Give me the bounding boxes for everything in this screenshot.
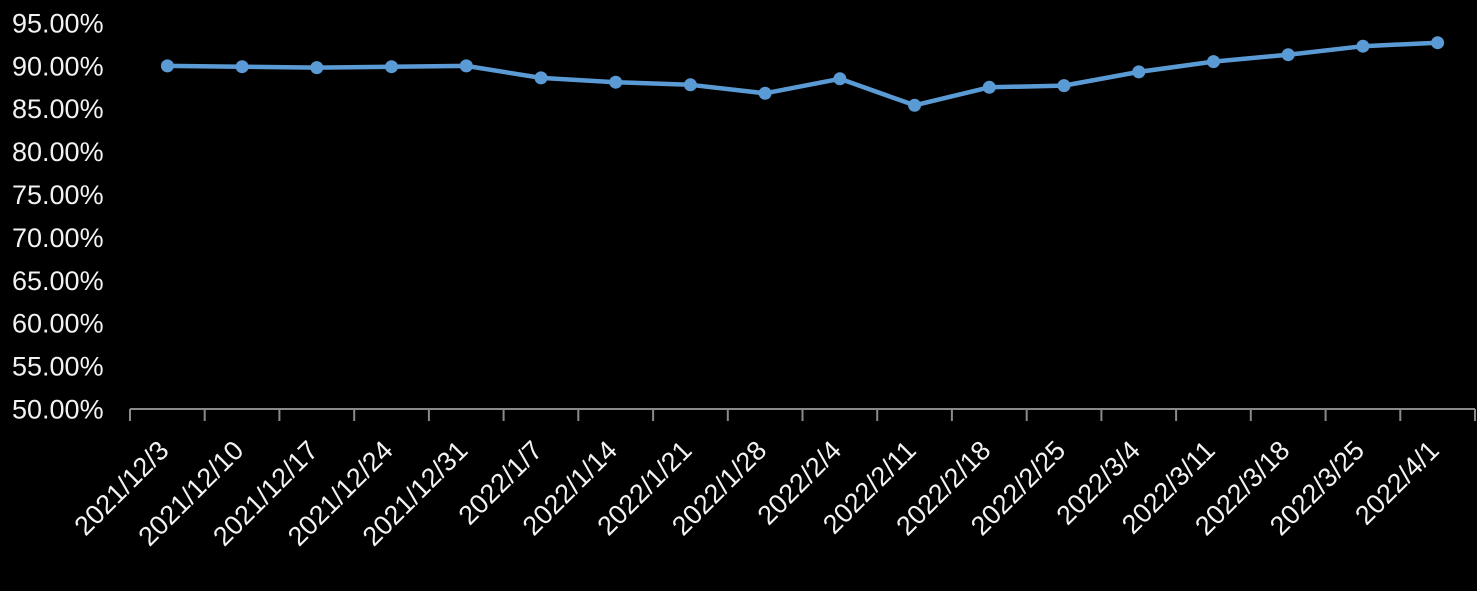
y-axis-tick-label: 65.00% <box>12 266 104 296</box>
y-axis-tick-label: 85.00% <box>12 94 104 124</box>
data-series[interactable] <box>160 36 1445 112</box>
y-axis-tick-label: 75.00% <box>12 180 104 210</box>
y-axis-tick-label: 55.00% <box>12 352 104 382</box>
x-axis <box>129 408 1476 421</box>
data-point[interactable] <box>459 59 473 73</box>
data-point[interactable] <box>1281 48 1295 62</box>
y-axis-tick-label: 90.00% <box>12 51 104 81</box>
data-point[interactable] <box>609 75 623 89</box>
y-axis-tick-label: 95.00% <box>12 8 104 38</box>
data-point[interactable] <box>310 61 324 75</box>
data-point[interactable] <box>1057 79 1071 93</box>
data-point[interactable] <box>683 78 697 92</box>
data-point[interactable] <box>908 98 922 112</box>
y-axis-tick-label: 60.00% <box>12 309 104 339</box>
data-point[interactable] <box>982 80 996 94</box>
x-axis-line <box>129 408 1476 421</box>
x-axis-labels: 2021/12/32021/12/102021/12/172021/12/242… <box>68 435 1444 552</box>
data-point[interactable] <box>758 86 772 100</box>
data-point[interactable] <box>1207 55 1220 69</box>
x-axis-tick-label: 2022/4/1 <box>1349 435 1445 531</box>
data-series-line[interactable] <box>165 40 1440 108</box>
data-point[interactable] <box>534 71 548 85</box>
y-axis-labels: 95.00% 90.00% 85.00% 80.00% 75.00% 70.00% 65.0… <box>12 8 104 424</box>
data-point[interactable] <box>1356 39 1370 53</box>
data-point[interactable] <box>235 60 249 74</box>
data-point[interactable] <box>1132 65 1146 79</box>
data-point[interactable] <box>1431 36 1445 50</box>
y-axis-tick-label: 70.00% <box>12 223 104 253</box>
data-point[interactable] <box>160 59 174 73</box>
y-axis-tick-label: 80.00% <box>12 137 104 167</box>
data-point[interactable] <box>385 60 398 74</box>
y-axis-tick-label: 50.00% <box>12 394 104 424</box>
data-point[interactable] <box>833 72 847 86</box>
